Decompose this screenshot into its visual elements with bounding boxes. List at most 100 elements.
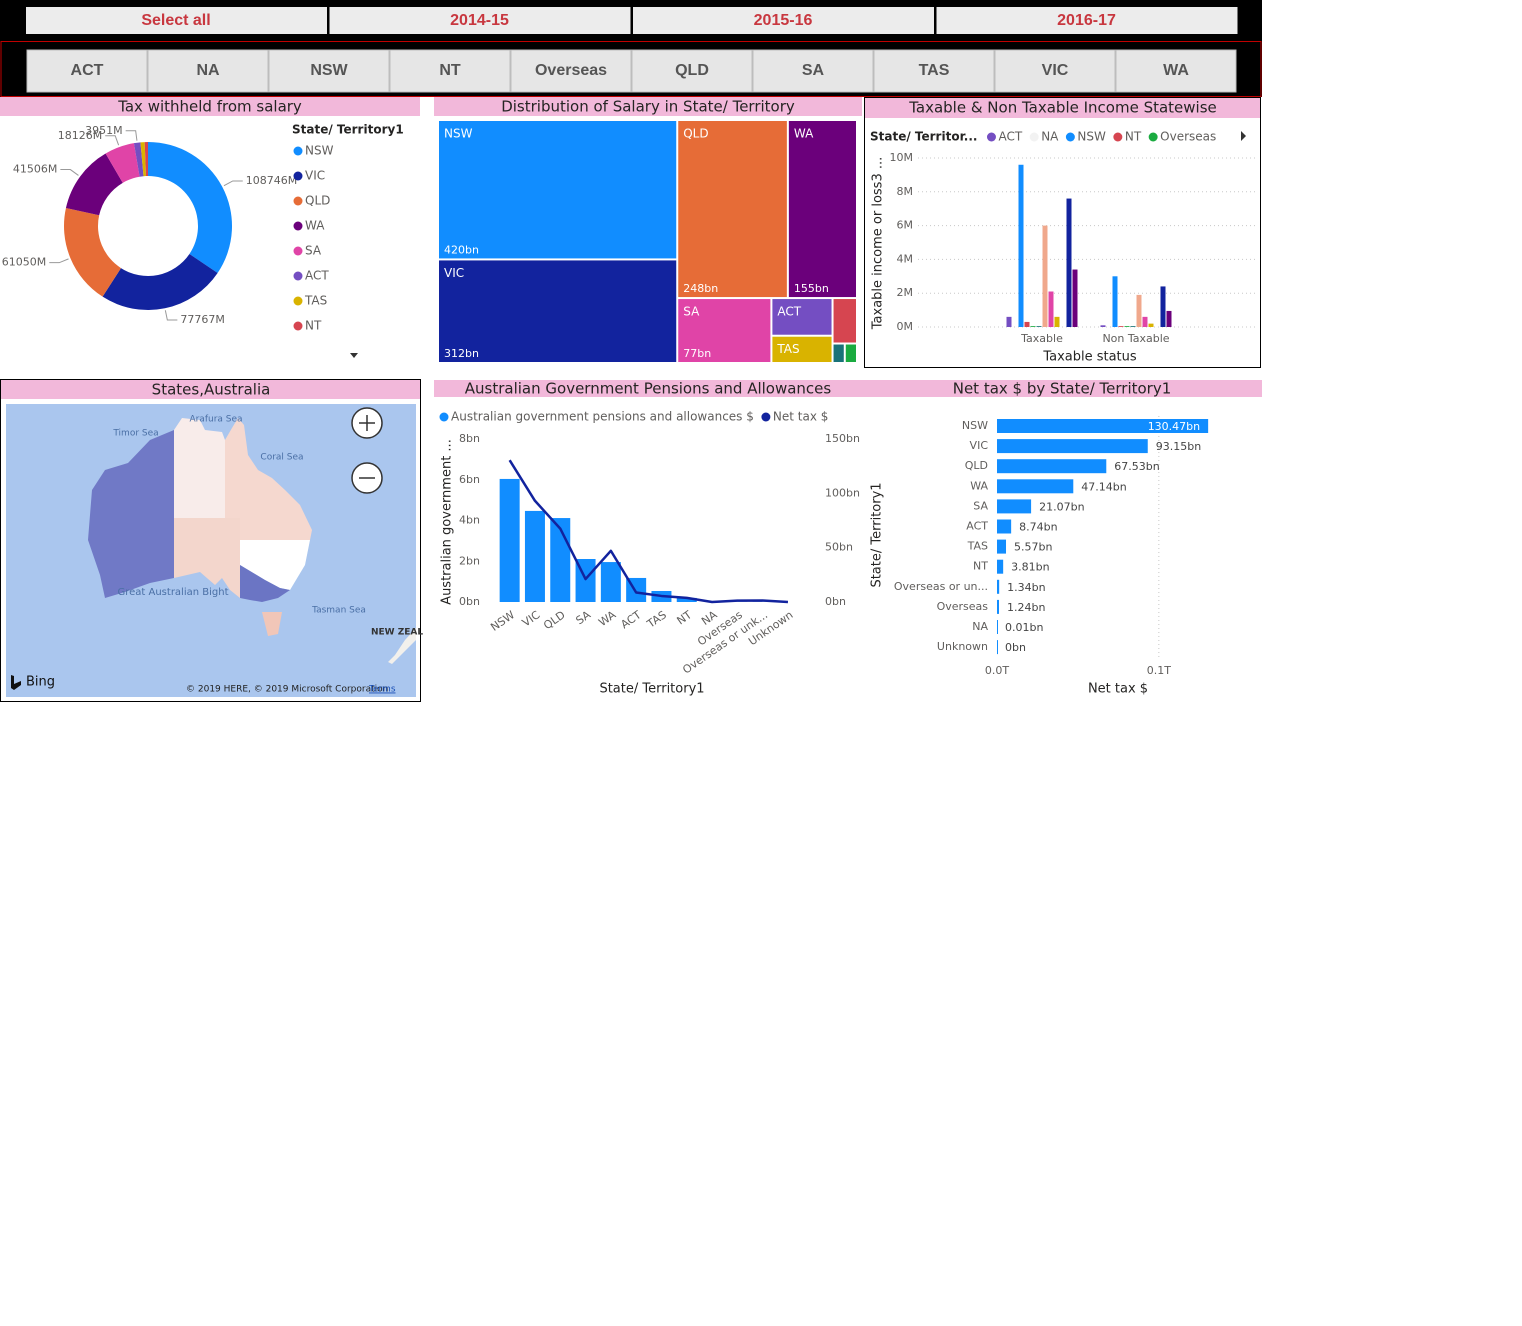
slicer-label[interactable]: TAS <box>919 62 950 79</box>
legend-next[interactable] <box>1241 131 1246 141</box>
data-label: 0.01bn <box>1005 621 1043 634</box>
data-label: 3951M <box>85 124 123 137</box>
map[interactable]: Timor Sea Arafura Sea Coral Sea Great Au… <box>6 404 423 697</box>
legend-label[interactable]: NT <box>305 319 322 333</box>
legend-label[interactable]: Net tax $ <box>773 410 829 424</box>
tile-label: TAS <box>776 342 799 356</box>
legend-marker <box>1149 133 1158 142</box>
slicer-label[interactable]: NSW <box>310 62 348 79</box>
map-label: NEW ZEAL <box>371 628 423 638</box>
bar <box>1167 311 1172 327</box>
legend-label[interactable]: NA <box>1041 130 1059 144</box>
zoom-out[interactable] <box>352 463 382 493</box>
legend-label[interactable]: ACT <box>998 130 1022 144</box>
y-tick-label: Unknown <box>937 640 988 653</box>
slicer-label[interactable]: 2016-17 <box>1057 12 1116 29</box>
leader-line <box>165 310 177 320</box>
legend-label[interactable]: SA <box>305 244 322 258</box>
legend-more[interactable] <box>350 353 358 358</box>
bar <box>1019 165 1024 327</box>
legend-label[interactable]: Overseas <box>1160 130 1216 144</box>
legend-label[interactable]: ACT <box>305 269 329 283</box>
legend-marker <box>761 413 770 422</box>
donut-slice <box>103 254 218 310</box>
treemap-tile <box>834 345 844 362</box>
slicer-label[interactable]: 2015-16 <box>754 12 813 29</box>
data-label: 61050M <box>2 256 46 269</box>
bar <box>997 459 1106 473</box>
y2-tick-label: 0bn <box>825 595 846 608</box>
data-label: 77bn <box>683 347 711 360</box>
treemap-tile <box>834 299 856 342</box>
bar <box>1049 292 1054 327</box>
legend-label[interactable]: VIC <box>305 169 325 183</box>
x-tick-label: TAS <box>644 608 669 631</box>
slicer-label[interactable]: SA <box>802 62 825 79</box>
legend-label[interactable]: Australian government pensions and allow… <box>451 410 754 424</box>
y-tick-label: 8M <box>897 185 914 198</box>
y2-tick-label: 50bn <box>825 541 853 554</box>
data-label: 3.81bn <box>1011 561 1049 574</box>
y-tick-label: 2bn <box>459 554 480 567</box>
x-tick-label: NT <box>674 608 694 627</box>
slicer-label[interactable]: Select all <box>141 12 210 29</box>
leader-line <box>49 259 68 263</box>
data-label: 1.34bn <box>1007 581 1045 594</box>
y-tick-label: Overseas <box>937 600 989 613</box>
y-tick-label: 0bn <box>459 595 480 608</box>
x-axis-title: State/ Territory1 <box>599 682 704 697</box>
y-tick-label: 4M <box>897 252 914 265</box>
legend-marker <box>294 247 303 256</box>
y-tick-label: 2M <box>897 286 914 299</box>
legend-label[interactable]: TAS <box>304 294 327 308</box>
y2-tick-label: 150bn <box>825 432 860 445</box>
data-label: 108746M <box>246 174 297 187</box>
bar <box>1149 324 1154 327</box>
y-tick-label: VIC <box>970 439 989 452</box>
map-title: States,Australia <box>152 381 271 399</box>
slicer-label[interactable]: 2014-15 <box>450 12 509 29</box>
legend-marker <box>294 222 303 231</box>
slicer-label[interactable]: ACT <box>71 62 104 79</box>
bar <box>997 620 998 634</box>
leader-line <box>126 131 137 141</box>
chart-title: Distribution of Salary in State/ Territo… <box>501 98 795 116</box>
chart-title: Taxable & Non Taxable Income Statewise <box>908 99 1217 117</box>
x-tick-label: 0.0T <box>985 664 1009 677</box>
legend-label[interactable]: WA <box>305 219 325 233</box>
leader-line <box>105 136 118 145</box>
treemap-tile <box>846 345 856 362</box>
y-tick-label: SA <box>973 499 988 512</box>
chart-title: Net tax $ by State/ Territory1 <box>953 380 1172 398</box>
y-axis-title: Australian government ... <box>440 439 455 605</box>
slicer-label[interactable]: NA <box>196 62 220 79</box>
tile-label: VIC <box>444 266 464 280</box>
slicer-label[interactable]: VIC <box>1042 62 1069 79</box>
zoom-in[interactable] <box>352 408 382 438</box>
slicer-label[interactable]: Overseas <box>535 62 607 79</box>
map-terms[interactable]: Terms <box>368 685 396 695</box>
x-axis-title: Taxable status <box>1042 350 1137 365</box>
map-label: Timor Sea <box>112 429 158 439</box>
bar <box>997 439 1148 453</box>
data-label: 1.24bn <box>1007 601 1045 614</box>
slicer-label[interactable]: NT <box>439 62 461 79</box>
map-label: Coral Sea <box>260 453 303 463</box>
legend-title: State/ Territor... <box>870 130 977 144</box>
legend-label[interactable]: NSW <box>1077 130 1106 144</box>
y-tick-label: TAS <box>967 540 988 553</box>
legend-label[interactable]: NT <box>1125 130 1142 144</box>
map-label: Great Australian Bight <box>117 587 228 598</box>
legend-label[interactable]: NSW <box>305 144 334 158</box>
legend-marker <box>294 322 303 331</box>
map-logo: Bing <box>26 675 55 690</box>
data-label: 130.47bn <box>1148 420 1200 433</box>
legend-label[interactable]: QLD <box>305 194 330 208</box>
y-tick-label: Overseas or un... <box>894 580 988 593</box>
bar <box>1101 325 1106 327</box>
data-label: 41506M <box>13 163 57 176</box>
data-label: 93.15bn <box>1156 440 1201 453</box>
slicer-label[interactable]: QLD <box>675 62 709 79</box>
slicer-label[interactable]: WA <box>1163 62 1189 79</box>
x-tick-label: SA <box>573 608 593 627</box>
